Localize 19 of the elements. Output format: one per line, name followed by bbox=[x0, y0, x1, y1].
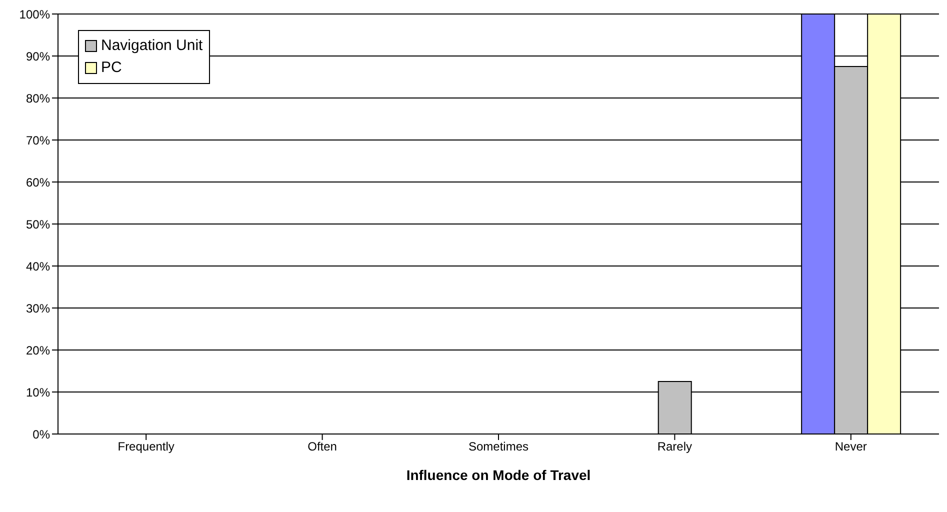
x-axis-title: Influence on Mode of Travel bbox=[406, 467, 591, 483]
y-tick-label: 30% bbox=[26, 301, 50, 316]
y-tick-label: 10% bbox=[26, 385, 50, 400]
y-tick-label: 50% bbox=[26, 217, 50, 232]
y-tick-label: 60% bbox=[26, 175, 50, 190]
legend-label: Navigation Unit bbox=[101, 36, 203, 56]
x-tick-label: Rarely bbox=[657, 440, 692, 454]
y-tick-label: 0% bbox=[32, 427, 50, 442]
y-tick-label: 40% bbox=[26, 259, 50, 274]
y-tick-label: 20% bbox=[26, 343, 50, 358]
y-tick-label: 90% bbox=[26, 49, 50, 64]
x-tick-label: Sometimes bbox=[468, 440, 529, 454]
y-tick-label: 70% bbox=[26, 133, 50, 148]
legend-label: PC bbox=[101, 58, 122, 78]
x-tick-label: Often bbox=[308, 440, 337, 454]
x-tick-label: Frequently bbox=[118, 440, 174, 454]
y-tick-label: 100% bbox=[19, 7, 50, 22]
x-tick-label: Never bbox=[834, 440, 867, 454]
y-tick-label: 80% bbox=[26, 91, 50, 106]
